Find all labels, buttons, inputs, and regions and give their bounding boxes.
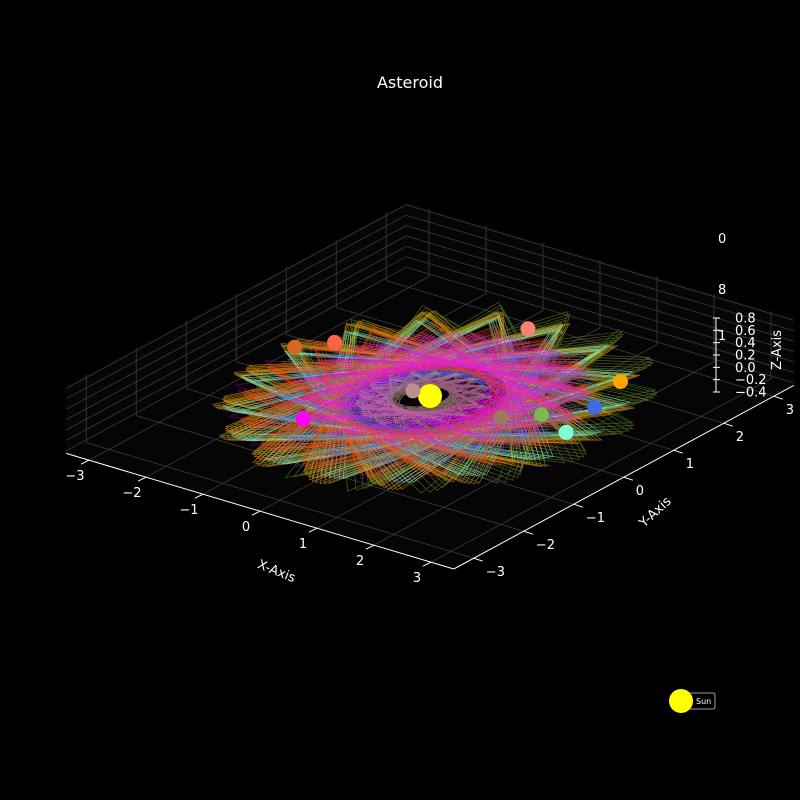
side-grid-z [66,214,407,400]
z-tick-label: −0.2 [735,373,767,388]
planet-point-1 [612,374,628,390]
x-tick [422,561,432,567]
sun-marker [418,384,442,408]
planet-point-6 [587,399,603,415]
back-grid-z [406,204,794,321]
x-tick [137,476,147,482]
planet-point-8 [493,409,509,425]
floor-grid-y [386,280,774,397]
x-axis-label: X-Axis [255,557,298,586]
z-tick-label: 0.2 [735,349,756,364]
x-tick-label: 0 [242,520,250,535]
planet-point-3 [287,339,303,355]
x-tick-label: −1 [179,503,198,518]
planet-point-4 [295,411,311,427]
body-layer [287,321,628,440]
y-tick-label: 3 [786,403,794,418]
x-tick-label: 1 [299,537,307,552]
back-grid-z [406,225,794,342]
y-tick [623,476,633,481]
x-tick [308,527,318,533]
y-tick-label: −2 [536,538,555,553]
back-grid-z [406,256,794,373]
x-tick-label: 3 [413,571,421,586]
x-tick [80,459,90,465]
planet-point-2 [327,334,343,350]
back-grid-z [406,266,794,384]
side-grid-z [66,235,407,420]
z-clipped-label: 8 [718,283,726,298]
back-grid-z [406,235,794,352]
z-tick-label: 0.0 [735,361,756,376]
x-tick [365,544,375,550]
tick-layer: −3 −2 −1 0 1 2 3 −3 −2 −1 0 1 2 3 −0.4−0.20.00.20.40.6… [65,232,794,586]
side-grid-z [66,256,407,441]
back-grid-z [406,214,794,332]
y-tick [773,395,783,400]
y-tick-label: −1 [586,511,605,526]
planet-point-5 [405,383,421,399]
orbit-path-8 [285,332,590,451]
legend: Sun [669,689,716,713]
y-tick-label: 1 [686,457,694,472]
x-tick-label: −3 [65,469,84,484]
side-grid-z [66,266,407,452]
z-tick-label: 0.4 [735,336,756,351]
y-tick-label: −3 [486,565,505,580]
y-axis-label: Y-Axis [636,494,675,532]
side-grid-z [66,246,407,431]
z-clipped-label: 1 [718,329,726,344]
y-tick [673,449,683,454]
z-tick-label: 0.8 [735,312,756,327]
orbit-layer [212,302,658,494]
z-tick-label: 0.6 [735,324,756,339]
legend-sun-label: Sun [696,697,711,706]
y-tick [523,530,533,535]
planet-point-7 [534,407,550,423]
chart-title: Asteroid [377,73,443,92]
planet-point-0 [520,321,536,337]
back-grid-z [406,246,794,363]
z-axis-label: Z-Axis [770,330,785,370]
planet-point-9 [558,424,574,440]
y-tick [573,503,583,508]
floor-grid-y [86,442,474,559]
side-grid-z [66,225,407,410]
side-grid-z [66,204,407,389]
x-tick-label: 2 [356,554,364,569]
orbit-path-7 [240,321,602,478]
y-tick-label: 2 [736,430,744,445]
x-tick-label: −2 [122,486,141,501]
y-tick-label: 0 [636,484,644,499]
legend-sun-marker [669,689,693,713]
z-clipped-label: 0 [718,232,726,247]
x-tick [194,493,204,499]
y-tick [723,422,733,427]
z-tick-label: −0.4 [735,386,767,401]
y-tick [473,557,483,562]
x-tick [251,510,261,516]
